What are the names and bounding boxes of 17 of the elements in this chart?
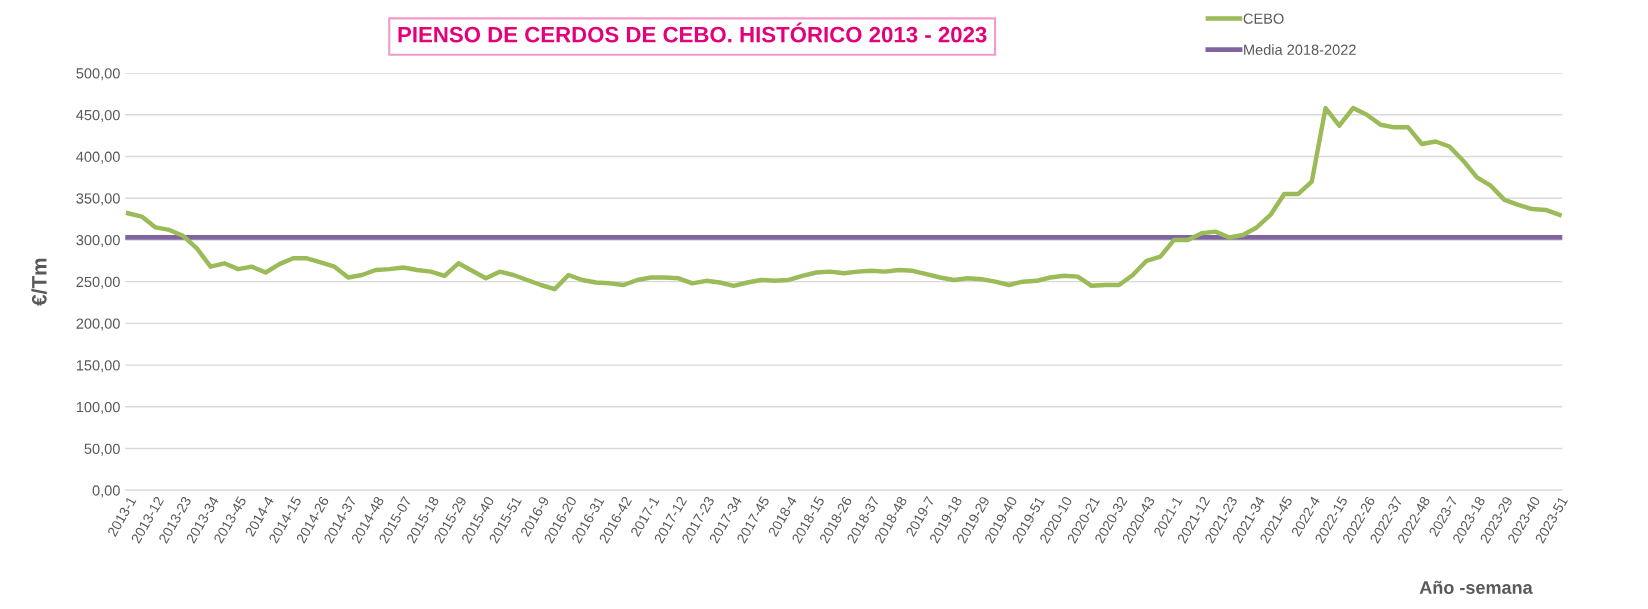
x-axis-title: Año -semana xyxy=(1419,580,1533,594)
line-series xyxy=(125,105,1562,292)
y-tick-label: 500,00 xyxy=(76,68,120,81)
chart-title: PIENSO DE CERDOS DE CEBO. HISTÓRICO 2013 - 2023 xyxy=(398,22,987,43)
legend-label: Media 2018-2022 xyxy=(1244,44,1356,55)
y-tick-label: 400,00 xyxy=(76,151,120,164)
y-tick-label: 100,00 xyxy=(76,401,120,414)
y-tick-label: 300,00 xyxy=(76,235,120,248)
y-tick-label: 200,00 xyxy=(76,318,120,331)
y-tick-label: 250,00 xyxy=(76,276,120,289)
y-tick-label: 150,00 xyxy=(76,360,120,373)
y-axis-title: €/Tm xyxy=(31,258,47,306)
y-tick-label: 350,00 xyxy=(76,193,120,206)
y-tick-label: 450,00 xyxy=(76,109,120,122)
y-tick-label: 0,00 xyxy=(92,485,120,498)
legend-label: CEBO xyxy=(1243,13,1284,24)
y-tick-label: 50,00 xyxy=(84,443,120,456)
